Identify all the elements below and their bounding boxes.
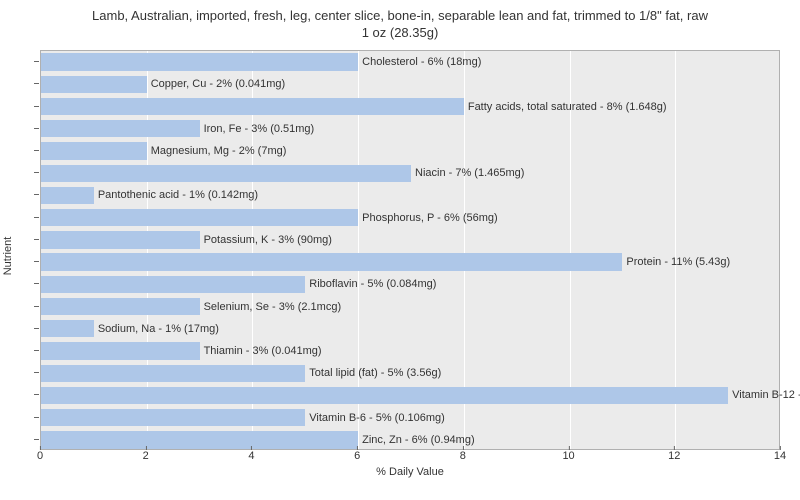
- y-tick: [34, 106, 39, 107]
- nutrient-bar: [41, 231, 200, 248]
- y-tick: [34, 194, 39, 195]
- nutrient-bar: [41, 120, 200, 137]
- bar-row: Pantothenic acid - 1% (0.142mg): [41, 187, 94, 204]
- x-tick: 0: [37, 450, 43, 462]
- y-tick: [34, 328, 39, 329]
- x-tick: 14: [774, 450, 786, 462]
- nutrient-bar: [41, 209, 358, 226]
- y-tick: [34, 350, 39, 351]
- nutrient-bar: [41, 76, 147, 93]
- bar-row: Total lipid (fat) - 5% (3.56g): [41, 365, 305, 382]
- nutrient-label: Pantothenic acid - 1% (0.142mg): [94, 189, 258, 201]
- bar-row: Vitamin B-12 - 13% (0.80mcg): [41, 387, 728, 404]
- y-tick: [34, 417, 39, 418]
- nutrient-label: Phosphorus, P - 6% (56mg): [358, 212, 498, 224]
- x-tick: 10: [562, 450, 574, 462]
- y-tick: [34, 83, 39, 84]
- y-tick: [34, 261, 39, 262]
- y-tick: [34, 372, 39, 373]
- bar-row: Thiamin - 3% (0.041mg): [41, 342, 200, 359]
- bar-row: Vitamin B-6 - 5% (0.106mg): [41, 409, 305, 426]
- y-tick: [34, 128, 39, 129]
- y-tick: [34, 394, 39, 395]
- x-tick: 4: [248, 450, 254, 462]
- nutrient-label: Vitamin B-6 - 5% (0.106mg): [305, 412, 445, 424]
- y-tick: [34, 150, 39, 151]
- nutrient-label: Fatty acids, total saturated - 8% (1.648…: [464, 101, 667, 113]
- y-tick: [34, 61, 39, 62]
- y-axis-label: Nutrient: [2, 237, 14, 276]
- nutrient-bar: [41, 253, 622, 270]
- nutrient-label: Niacin - 7% (1.465mg): [411, 167, 524, 179]
- nutrient-bar: [41, 276, 305, 293]
- nutrient-bar: [41, 320, 94, 337]
- nutrient-bar: [41, 142, 147, 159]
- title-line2: 1 oz (28.35g): [362, 25, 439, 40]
- bar-row: Potassium, K - 3% (90mg): [41, 231, 200, 248]
- x-tick: 12: [668, 450, 680, 462]
- bar-row: Copper, Cu - 2% (0.041mg): [41, 76, 147, 93]
- y-tick: [34, 439, 39, 440]
- nutrient-bar: [41, 98, 464, 115]
- x-axis-label: % Daily Value: [376, 466, 444, 478]
- y-tick: [34, 172, 39, 173]
- nutrient-label: Sodium, Na - 1% (17mg): [94, 323, 219, 335]
- nutrient-label: Zinc, Zn - 6% (0.94mg): [358, 434, 474, 446]
- nutrient-bar: [41, 409, 305, 426]
- x-tick: 8: [460, 450, 466, 462]
- bar-row: Sodium, Na - 1% (17mg): [41, 320, 94, 337]
- x-axis: % Daily Value 02468101214: [40, 450, 780, 480]
- bar-row: Selenium, Se - 3% (2.1mcg): [41, 298, 200, 315]
- nutrient-bar: [41, 342, 200, 359]
- bar-row: Iron, Fe - 3% (0.51mg): [41, 120, 200, 137]
- nutrient-label: Total lipid (fat) - 5% (3.56g): [305, 367, 441, 379]
- y-tick: [34, 283, 39, 284]
- y-tick: [34, 217, 39, 218]
- nutrient-label: Thiamin - 3% (0.041mg): [200, 345, 322, 357]
- x-tick: 6: [354, 450, 360, 462]
- bar-row: Magnesium, Mg - 2% (7mg): [41, 142, 147, 159]
- nutrient-bar: [41, 53, 358, 70]
- y-tick: [34, 306, 39, 307]
- nutrient-label: Potassium, K - 3% (90mg): [200, 234, 332, 246]
- bar-row: Zinc, Zn - 6% (0.94mg): [41, 431, 358, 448]
- bar-row: Niacin - 7% (1.465mg): [41, 165, 411, 182]
- x-tick: 2: [143, 450, 149, 462]
- chart-title: Lamb, Australian, imported, fresh, leg, …: [0, 0, 800, 42]
- nutrient-label: Cholesterol - 6% (18mg): [358, 56, 481, 68]
- nutrient-bar: [41, 165, 411, 182]
- nutrient-label: Protein - 11% (5.43g): [622, 256, 730, 268]
- bar-row: Protein - 11% (5.43g): [41, 253, 622, 270]
- nutrient-bar: [41, 431, 358, 448]
- bar-row: Fatty acids, total saturated - 8% (1.648…: [41, 98, 464, 115]
- bar-row: Riboflavin - 5% (0.084mg): [41, 276, 305, 293]
- nutrient-label: Vitamin B-12 - 13% (0.80mcg): [728, 389, 800, 401]
- title-line1: Lamb, Australian, imported, fresh, leg, …: [92, 8, 708, 23]
- nutrient-bar: [41, 298, 200, 315]
- nutrient-bar: [41, 187, 94, 204]
- nutrient-label: Copper, Cu - 2% (0.041mg): [147, 78, 286, 90]
- plot-area: Cholesterol - 6% (18mg) Copper, Cu - 2% (…: [40, 50, 780, 450]
- nutrient-bar: [41, 365, 305, 382]
- nutrient-bar: [41, 387, 728, 404]
- nutrient-label: Iron, Fe - 3% (0.51mg): [200, 123, 315, 135]
- nutrient-label: Selenium, Se - 3% (2.1mcg): [200, 301, 342, 313]
- nutrient-label: Riboflavin - 5% (0.084mg): [305, 278, 436, 290]
- nutrient-label: Magnesium, Mg - 2% (7mg): [147, 145, 287, 157]
- bar-row: Cholesterol - 6% (18mg): [41, 53, 358, 70]
- bar-row: Phosphorus, P - 6% (56mg): [41, 209, 358, 226]
- y-tick: [34, 239, 39, 240]
